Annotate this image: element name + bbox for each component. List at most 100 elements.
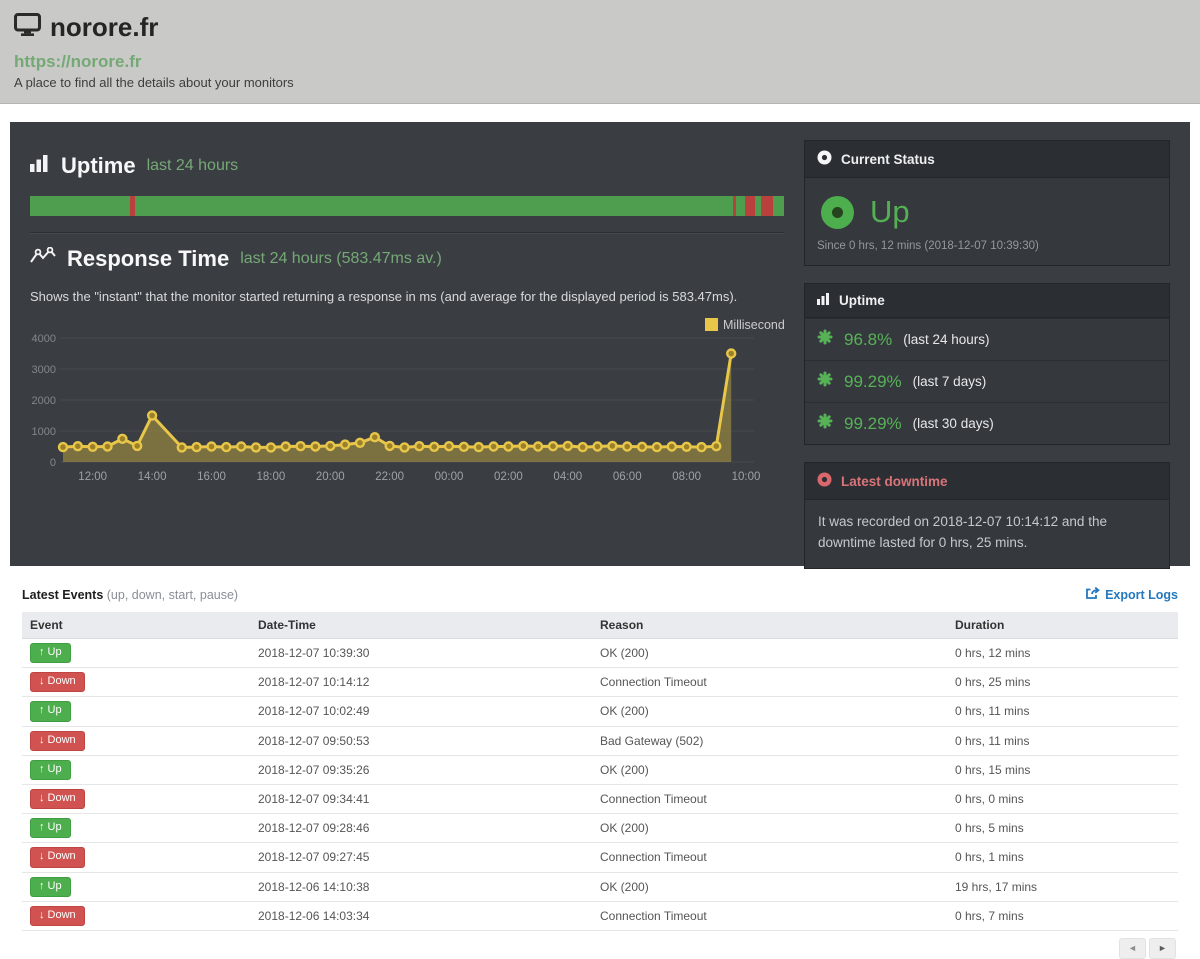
event-reason: Connection Timeout bbox=[592, 784, 947, 815]
current-status-header: Current Status bbox=[805, 141, 1169, 178]
bar-chart-icon bbox=[817, 293, 830, 308]
uptime-24h-value: 96.8% bbox=[844, 329, 893, 349]
svg-text:00:00: 00:00 bbox=[435, 471, 464, 483]
event-row: ↑ Up 2018-12-07 09:28:46 OK (200) 0 hrs, 5 … bbox=[22, 813, 1178, 844]
site-header: norore.fr https://norore.fr A place to f… bbox=[0, 0, 1200, 104]
burst-icon bbox=[817, 329, 833, 350]
event-badge-down: ↓ Down bbox=[30, 905, 85, 926]
uptime-box-header: Uptime bbox=[805, 284, 1169, 318]
uptime-bar-segment-down bbox=[129, 196, 135, 216]
event-datetime: 2018-12-06 14:03:34 bbox=[250, 901, 592, 931]
svg-text:20:00: 20:00 bbox=[316, 471, 345, 483]
line-chart-icon bbox=[30, 246, 56, 272]
uptime-bar-segment-down bbox=[744, 196, 755, 216]
pagination-next-button[interactable]: ► bbox=[1149, 937, 1176, 959]
event-duration: 0 hrs, 11 mins bbox=[947, 696, 1178, 727]
pagination-prev-button[interactable]: ◄ bbox=[1119, 937, 1146, 959]
event-reason: Connection Timeout bbox=[592, 667, 947, 698]
export-logs-link[interactable]: Export Logs bbox=[1085, 586, 1178, 603]
svg-text:14:00: 14:00 bbox=[138, 471, 167, 483]
uptime-30d-value: 99.29% bbox=[844, 413, 902, 433]
event-datetime: 2018-12-06 14:10:38 bbox=[250, 872, 592, 902]
column-header-duration: Duration bbox=[947, 612, 1178, 639]
event-row: ↑ Up 2018-12-07 09:35:26 OK (200) 0 hrs, 15… bbox=[22, 755, 1178, 785]
status-up-icon bbox=[821, 195, 854, 229]
burst-icon bbox=[817, 413, 833, 434]
svg-text:2000: 2000 bbox=[32, 395, 56, 407]
event-row: ↑ Up 2018-12-07 10:02:49 OK (200) 0 hrs, 11… bbox=[22, 696, 1178, 727]
events-table-header-row: Event Date-Time Reason Duration bbox=[22, 612, 1178, 639]
event-reason: OK (200) bbox=[592, 638, 947, 669]
event-duration: 0 hrs, 1 mins bbox=[947, 842, 1178, 873]
event-datetime: 2018-12-07 10:02:49 bbox=[250, 696, 592, 727]
event-duration: 0 hrs, 25 mins bbox=[947, 667, 1178, 698]
uptime-bar-segment-up bbox=[736, 196, 745, 216]
uptime-24h-period: (last 24 hours) bbox=[903, 332, 990, 347]
latest-downtime-text: It was recorded on 2018-12-07 10:14:12 a… bbox=[818, 514, 1107, 550]
uptime-bar-segment-up bbox=[772, 196, 784, 216]
column-header-event: Event bbox=[22, 612, 250, 639]
uptime-7d-period: (last 7 days) bbox=[912, 374, 987, 389]
event-badge-down: ↓ Down bbox=[30, 847, 85, 868]
svg-text:Milliseconds: Milliseconds bbox=[723, 318, 784, 332]
bar-chart-icon bbox=[30, 155, 50, 177]
event-datetime: 2018-12-07 09:50:53 bbox=[250, 726, 592, 756]
event-row: ↓ Down 2018-12-06 14:03:34 Connection Time… bbox=[22, 901, 1178, 931]
status-state: Up bbox=[870, 194, 910, 229]
charts-column: Uptime last 24 hours Response Time last … bbox=[30, 140, 784, 548]
response-time-section-header: Response Time last 24 hours (583.47ms av… bbox=[30, 246, 784, 272]
event-duration: 0 hrs, 11 mins bbox=[947, 726, 1178, 756]
pagination: ◄ ► bbox=[22, 937, 1178, 959]
event-reason: Bad Gateway (502) bbox=[592, 726, 947, 756]
monitor-url-link[interactable]: https://norore.fr bbox=[14, 52, 142, 71]
column-header-datetime: Date-Time bbox=[250, 612, 592, 639]
event-datetime: 2018-12-07 09:28:46 bbox=[250, 813, 592, 844]
svg-text:0: 0 bbox=[50, 457, 56, 469]
uptime-7d-row: 99.29% (last 7 days) bbox=[805, 360, 1169, 402]
latest-events-title: Latest Events (up, down, start, pause) bbox=[22, 588, 238, 602]
event-duration: 0 hrs, 0 mins bbox=[947, 784, 1178, 815]
monitor-icon bbox=[14, 13, 41, 42]
event-row: ↓ Down 2018-12-07 09:50:53 Bad Gateway (50… bbox=[22, 726, 1178, 756]
uptime-percent-box: Uptime 96.8% (last 24 hours) bbox=[804, 283, 1170, 445]
event-reason: OK (200) bbox=[592, 813, 947, 844]
burst-icon bbox=[817, 371, 833, 392]
event-row: ↑ Up 2018-12-07 10:39:30 OK (200) 0 hrs, 12… bbox=[22, 638, 1178, 669]
event-row: ↓ Down 2018-12-07 10:14:12 Connection Time… bbox=[22, 667, 1178, 698]
svg-text:12:00: 12:00 bbox=[78, 471, 107, 483]
uptime-bar-segment-up bbox=[754, 196, 761, 216]
section-divider bbox=[30, 232, 784, 233]
latest-downtime-label: Latest downtime bbox=[841, 473, 948, 489]
event-badge-down: ↓ Down bbox=[30, 672, 85, 693]
event-reason: OK (200) bbox=[592, 696, 947, 727]
svg-text:3000: 3000 bbox=[32, 364, 56, 376]
event-reason: OK (200) bbox=[592, 872, 947, 902]
svg-text:18:00: 18:00 bbox=[256, 471, 285, 483]
svg-text:08:00: 08:00 bbox=[672, 471, 701, 483]
svg-text:1000: 1000 bbox=[32, 426, 56, 438]
svg-text:04:00: 04:00 bbox=[553, 471, 582, 483]
event-datetime: 2018-12-07 09:27:45 bbox=[250, 842, 592, 873]
response-time-subtitle: last 24 hours (583.47ms av.) bbox=[240, 250, 442, 267]
event-badge-up: ↑ Up bbox=[30, 876, 71, 897]
event-row: ↓ Down 2018-12-07 09:34:41 Connection Time… bbox=[22, 784, 1178, 815]
circle-dot-icon bbox=[817, 150, 832, 168]
uptime-bar-segment-up bbox=[30, 196, 130, 216]
uptime-bar-segment-down bbox=[733, 196, 737, 216]
current-status-label: Current Status bbox=[841, 151, 935, 167]
status-since: Since 0 hrs, 12 mins (2018-12-07 10:39:3… bbox=[817, 240, 1039, 252]
uptime-title: Uptime bbox=[61, 153, 136, 178]
svg-text:10:00: 10:00 bbox=[732, 471, 761, 483]
event-datetime: 2018-12-07 10:14:12 bbox=[250, 667, 592, 698]
event-badge-down: ↓ Down bbox=[30, 788, 85, 810]
site-tagline: A place to find all the details about yo… bbox=[14, 75, 294, 90]
uptime-box-label: Uptime bbox=[839, 293, 885, 308]
svg-text:22:00: 22:00 bbox=[375, 471, 404, 483]
event-duration: 19 hrs, 17 mins bbox=[947, 872, 1178, 902]
column-header-reason: Reason bbox=[592, 612, 947, 639]
event-reason: Connection Timeout bbox=[592, 901, 947, 931]
latest-events-subtitle: (up, down, start, pause) bbox=[106, 587, 239, 602]
uptime-subtitle: last 24 hours bbox=[146, 157, 239, 174]
status-sidebar: Current Status Up Since 0 hrs, 12 mins (… bbox=[804, 140, 1170, 569]
current-status-body: Up Since 0 hrs, 12 mins (2018-12-07 10:3… bbox=[805, 178, 1169, 265]
